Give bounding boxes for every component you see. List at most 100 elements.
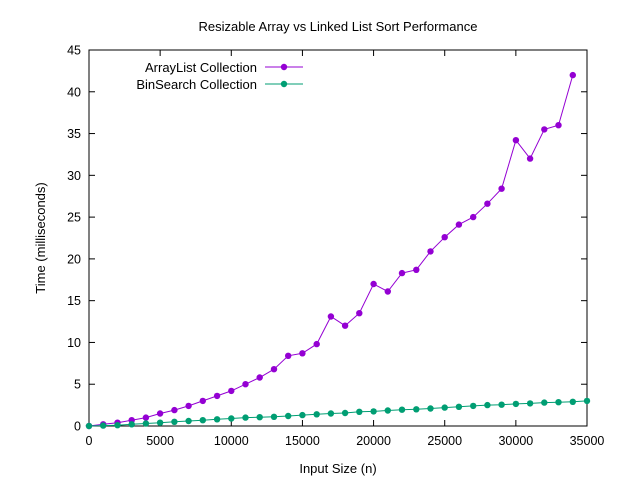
data-point-binsearch-12: [256, 414, 263, 421]
data-point-binsearch-13: [270, 413, 278, 420]
x-tick-label-5: 25000: [427, 434, 462, 448]
data-point-arraylist-19: [356, 310, 363, 317]
x-tick-label-6: 30000: [498, 434, 533, 448]
data-point-arraylist-6: [171, 406, 178, 414]
data-point-arraylist-11: [242, 381, 249, 388]
data-point-arraylist-12: [256, 374, 263, 381]
data-point-binsearch-24: [427, 405, 434, 412]
x-tick-label-3: 15000: [285, 434, 320, 448]
x-tick-label-1: 5000: [146, 434, 174, 448]
data-point-binsearch-16: [313, 411, 320, 418]
data-point-binsearch-19: [356, 408, 363, 415]
data-point-binsearch-30: [512, 400, 520, 408]
legend-label-binsearch: BinSearch Collection: [136, 77, 257, 92]
legend-marker-arraylist: [280, 63, 288, 71]
data-point-binsearch-25: [441, 404, 448, 411]
data-point-arraylist-26: [455, 221, 463, 228]
legend-marker-binsearch: [280, 80, 288, 88]
data-point-binsearch-15: [299, 411, 306, 419]
x-tick-label-7: 35000: [570, 434, 605, 448]
data-point-binsearch-11: [242, 414, 249, 421]
data-point-arraylist-31: [526, 155, 534, 162]
data-point-arraylist-29: [498, 185, 505, 192]
data-point-binsearch-20: [370, 408, 377, 415]
y-tick-label-6: 30: [67, 169, 81, 183]
y-tick-label-5: 25: [67, 211, 81, 225]
y-tick-label-8: 40: [67, 85, 81, 99]
axis-tick-labels: 0 5000 10000 15000 20000 25000 30000 35000 0 5 10 1…: [67, 44, 604, 449]
data-point-arraylist-28: [484, 200, 491, 207]
y-tick-label-7: 35: [67, 127, 81, 141]
x-tick-label-0: 0: [86, 434, 93, 448]
data-point-arraylist-22: [398, 269, 406, 277]
data-point-arraylist-17: [327, 313, 335, 320]
series-line-arraylist: [88, 74, 574, 427]
data-point-binsearch-5: [156, 419, 164, 426]
data-point-arraylist-33: [555, 122, 562, 129]
y-tick-label-3: 15: [67, 294, 81, 308]
data-point-binsearch-34: [569, 398, 576, 405]
data-point-arraylist-24: [427, 248, 434, 255]
data-point-arraylist-9: [213, 392, 221, 400]
data-point-binsearch-1: [100, 422, 107, 429]
series-group: [85, 71, 591, 430]
data-point-arraylist-13: [270, 366, 278, 373]
data-point-arraylist-16: [313, 340, 320, 348]
y-tick-label-4: 20: [67, 252, 81, 266]
data-point-arraylist-18: [341, 322, 349, 329]
data-point-binsearch-4: [142, 420, 150, 427]
data-point-arraylist-20: [370, 280, 377, 288]
data-point-binsearch-22: [398, 406, 406, 413]
data-point-binsearch-2: [114, 422, 121, 429]
data-point-arraylist-23: [413, 266, 420, 273]
data-point-arraylist-34: [569, 71, 576, 79]
axis-ticks: [88, 49, 588, 427]
data-point-arraylist-21: [384, 288, 391, 295]
legend: ArrayList Collection BinSearch Collectio…: [136, 60, 303, 92]
data-point-binsearch-0: [85, 422, 93, 430]
data-point-arraylist-7: [185, 402, 192, 410]
data-point-arraylist-8: [199, 397, 206, 405]
data-point-binsearch-32: [541, 399, 548, 406]
data-point-arraylist-15: [299, 350, 306, 357]
x-axis-label: Input Size (n): [299, 461, 376, 476]
data-point-binsearch-7: [185, 417, 192, 425]
x-tick-label-4: 20000: [356, 434, 391, 448]
data-point-binsearch-9: [213, 416, 221, 423]
y-tick-label-2: 10: [67, 336, 81, 350]
data-point-binsearch-3: [128, 421, 135, 428]
data-point-binsearch-21: [384, 407, 391, 414]
data-point-binsearch-29: [498, 401, 505, 408]
data-point-arraylist-27: [470, 213, 477, 221]
legend-label-arraylist: ArrayList Collection: [145, 60, 257, 75]
chart-title: Resizable Array vs Linked List Sort Perf…: [199, 19, 478, 34]
data-point-arraylist-4: [142, 414, 150, 421]
data-point-arraylist-30: [512, 137, 520, 144]
data-point-binsearch-31: [526, 400, 534, 407]
y-tick-label-1: 5: [74, 378, 81, 392]
data-point-arraylist-32: [541, 126, 548, 133]
data-point-binsearch-10: [228, 415, 235, 422]
data-point-binsearch-35: [583, 397, 591, 405]
data-point-binsearch-33: [555, 399, 562, 406]
data-point-arraylist-14: [285, 352, 292, 359]
data-point-binsearch-26: [455, 403, 463, 410]
data-point-binsearch-6: [171, 418, 178, 425]
data-point-arraylist-5: [156, 410, 164, 417]
data-point-arraylist-25: [441, 234, 448, 241]
data-point-binsearch-17: [327, 410, 335, 417]
data-point-binsearch-8: [199, 417, 206, 424]
x-tick-label-2: 10000: [214, 434, 249, 448]
data-point-arraylist-10: [228, 387, 235, 395]
data-point-binsearch-14: [285, 412, 292, 420]
data-point-binsearch-23: [413, 406, 420, 413]
y-tick-label-9: 45: [67, 44, 81, 58]
plot-frame: [88, 49, 588, 427]
series-line-binsearch: [88, 400, 588, 427]
data-point-binsearch-18: [341, 409, 349, 417]
y-axis-label: Time (milliseconds): [33, 182, 48, 293]
data-point-binsearch-27: [470, 402, 477, 410]
data-point-binsearch-28: [484, 401, 491, 409]
y-tick-label-0: 0: [74, 420, 81, 434]
